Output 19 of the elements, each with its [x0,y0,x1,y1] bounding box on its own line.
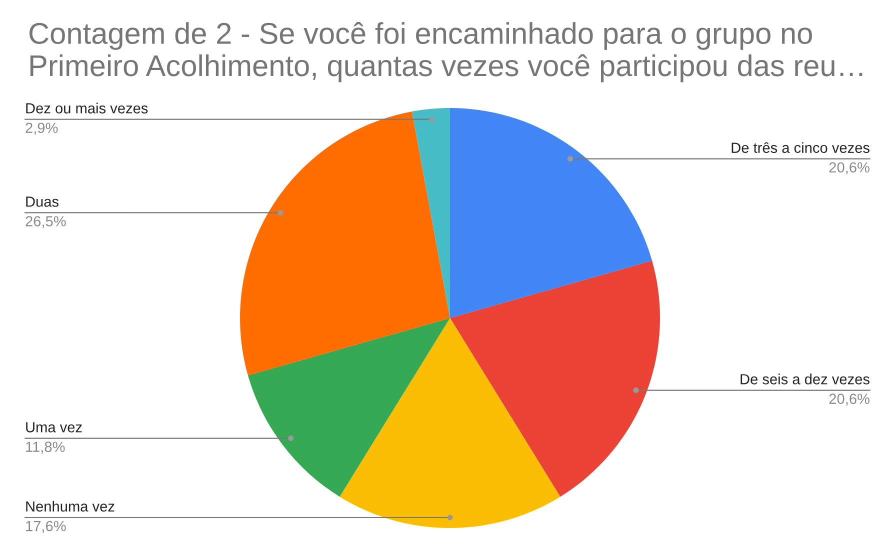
slice-label: Duas [26,196,59,207]
data-label: 17,6% [26,520,66,533]
chart-title: Contagem de 2 - Se você foi encaminhado para o grupo no Primeiro Acolhimento, quantas vezes você participou das reu… [30,22,862,82]
pie-slice [248,318,450,497]
data-label: 26,5% [26,216,66,228]
slice-label: De seis a dez vezes [740,374,870,384]
slice-label: De três a cinco vezes [732,142,870,153]
pie-slice [450,108,652,318]
data-label: 20,6% [829,394,870,406]
data-label: 20,6% [829,162,870,174]
pie-slice [450,260,660,497]
pie-slice [340,318,560,528]
slice-label: Uma vez [26,422,82,432]
data-label: 11,8% [26,442,65,454]
slice-label: Dez ou mais vezes [26,102,148,114]
pie-slice [412,108,450,318]
pie-slice [240,111,450,376]
data-label: 2,9% [26,122,58,135]
slice-label: Nenhuma vez [26,500,114,512]
